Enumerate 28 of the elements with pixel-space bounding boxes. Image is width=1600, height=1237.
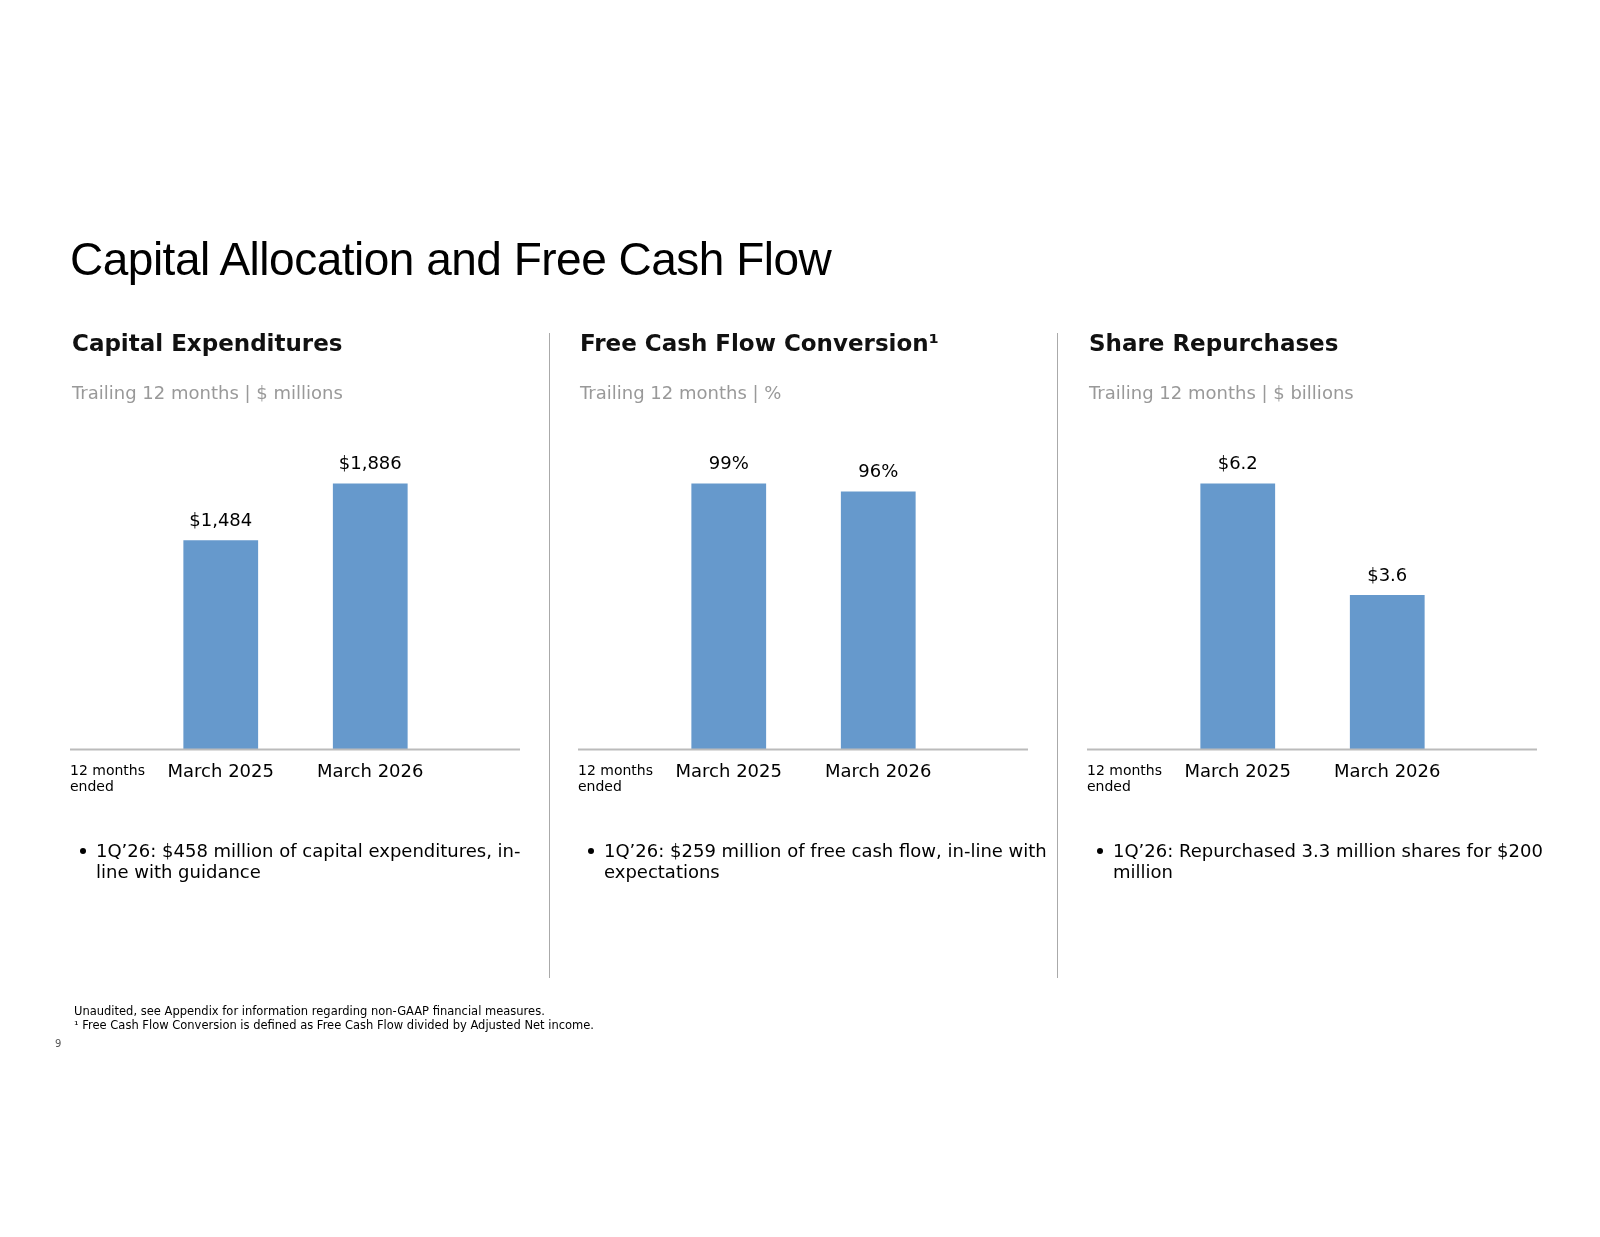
chart-subtitle: Trailing 12 months | $ billions — [1089, 382, 1354, 403]
x-tick-label: March 2025 — [167, 759, 274, 781]
chart-title: Free Cash Flow Conversion¹ — [580, 330, 939, 356]
text: Capital Allocation and Free Cash Flow — [70, 232, 832, 286]
data-label: $3.6 — [1367, 563, 1408, 585]
data-label: 99% — [708, 452, 749, 474]
x-tick-label: March 2025 — [1184, 759, 1291, 781]
x-axis-title: 12 months ended — [70, 762, 146, 794]
text: 1Q’26: $458 million of capital expenditures, in-line with guidance — [96, 840, 521, 882]
x-axis-title: 12 months ended — [578, 762, 654, 794]
data-label: $1,484 — [189, 508, 253, 530]
x-axis-title: 12 months ended — [1087, 762, 1163, 794]
x-tick-label: March 2026 — [825, 759, 932, 781]
x-tick-label: March 2025 — [675, 759, 782, 781]
chart-subtitle: Trailing 12 months | % — [580, 382, 782, 403]
text: 1Q’26: Repurchased 3.3 million shares for $200 million — [1113, 840, 1543, 882]
chart-title: Share Repurchases — [1089, 330, 1339, 356]
text: Unaudited, see Appendix for information regarding non-GAAP financial measures. — [74, 1004, 546, 1018]
text: ¹ Free Cash Flow Conversion is defined as Free Cash Flow divided by Adjusted Net income. — [74, 1018, 595, 1032]
chart-title: Capital Expenditures — [72, 330, 343, 356]
chart-subtitle: Trailing 12 months | $ millions — [72, 382, 343, 403]
data-label: $1,886 — [338, 452, 402, 474]
x-tick-label: March 2026 — [317, 759, 424, 781]
data-label: 96% — [858, 460, 899, 482]
data-label: $6.2 — [1217, 452, 1258, 474]
text: 9 — [55, 1038, 62, 1049]
text: 1Q’26: $259 million of free cash flow, in-line with expectations — [604, 840, 1047, 882]
x-tick-label: March 2026 — [1334, 759, 1441, 781]
